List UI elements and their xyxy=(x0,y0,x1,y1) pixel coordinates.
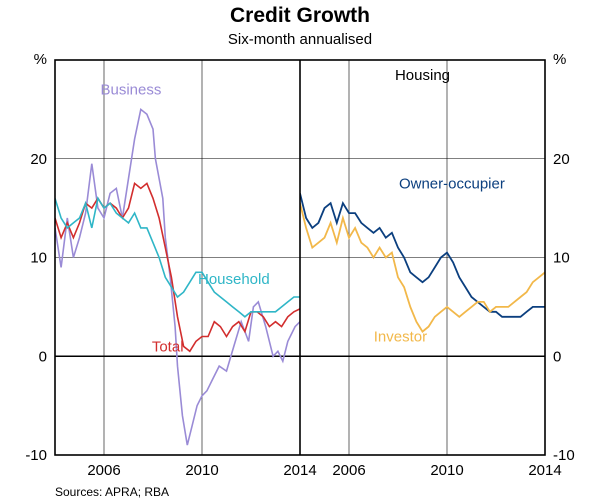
y-unit-label: % xyxy=(553,51,566,68)
x-tick-label: 2006 xyxy=(87,462,120,479)
y-tick-label: 20 xyxy=(30,151,47,168)
y-tick-label: 0 xyxy=(39,348,47,365)
y-tick-label: -10 xyxy=(553,447,575,464)
series-label: Investor xyxy=(374,328,427,345)
series-label: Total xyxy=(152,338,184,355)
x-tick-label: 2010 xyxy=(185,462,218,479)
y-unit-label: % xyxy=(34,51,47,68)
y-tick-label: -10 xyxy=(25,447,47,464)
y-tick-label: 10 xyxy=(30,250,47,267)
y-tick-label: 10 xyxy=(553,250,570,267)
x-tick-label: 2014 xyxy=(283,462,316,479)
series-label: Business xyxy=(101,82,162,99)
source-text: Sources: APRA; RBA xyxy=(55,485,169,499)
y-tick-label: 20 xyxy=(553,151,570,168)
credit-growth-chart: Credit Growth Six-month annualised Busines… xyxy=(0,0,600,503)
x-tick-label: 2014 xyxy=(528,462,561,479)
x-tick-label: 2006 xyxy=(332,462,365,479)
chart-title: Credit Growth xyxy=(230,4,370,27)
panel-heading: Housing xyxy=(395,67,450,84)
chart-subtitle: Six-month annualised xyxy=(228,31,372,48)
x-tick-label: 2010 xyxy=(430,462,463,479)
series-label: Household xyxy=(198,271,270,288)
y-tick-label: 0 xyxy=(553,348,561,365)
series-label: Owner-occupier xyxy=(399,175,505,192)
